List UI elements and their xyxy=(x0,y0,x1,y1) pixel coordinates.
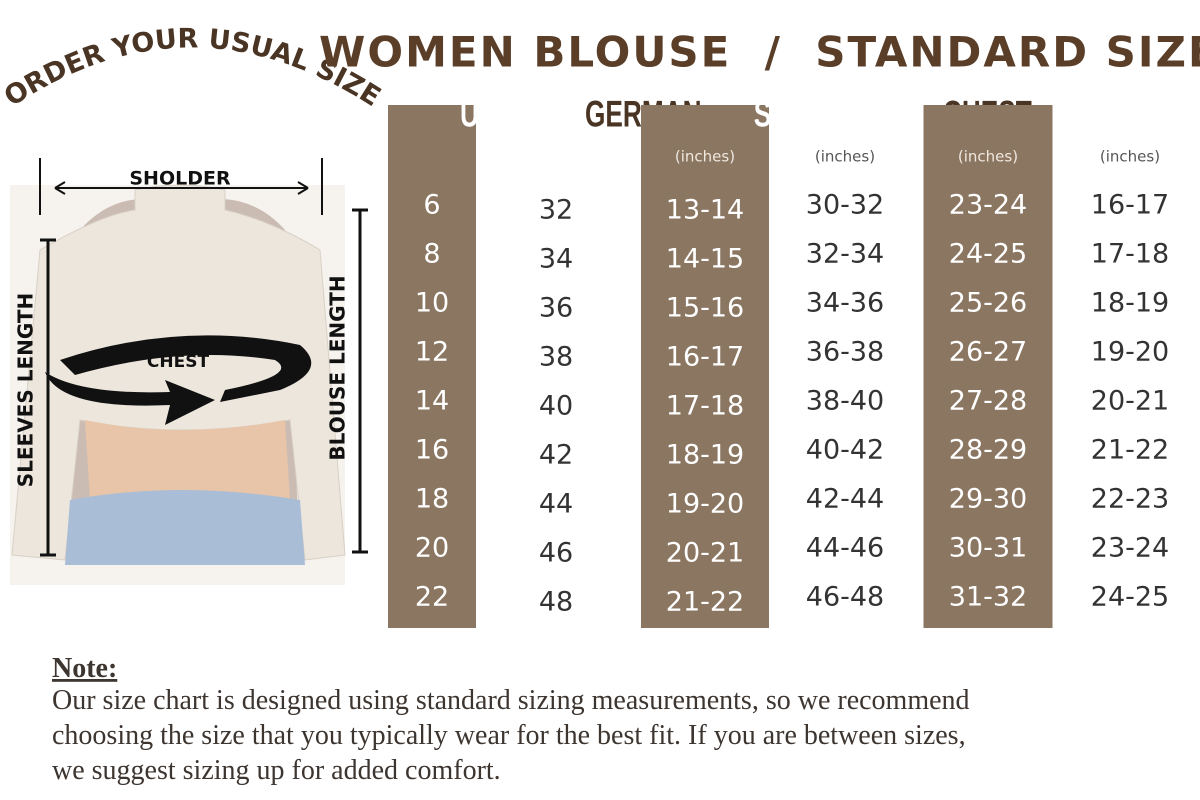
cell: 34-36 xyxy=(806,288,884,319)
note-line: choosing the size that you typically wea… xyxy=(52,720,966,751)
cell: 46-48 xyxy=(806,582,884,613)
cell: 40-42 xyxy=(806,435,884,466)
cell: 20 xyxy=(415,533,449,564)
chest-arrow xyxy=(60,335,312,402)
cell: 46 xyxy=(539,538,573,569)
cell: 19-20 xyxy=(666,489,744,520)
tick xyxy=(352,208,368,554)
note-heading: Note: xyxy=(52,653,117,684)
column-header: US/UK xyxy=(460,93,542,134)
cell: 26-27 xyxy=(949,337,1027,368)
cell: 22 xyxy=(415,582,449,613)
column-unit: (inches) xyxy=(675,148,735,166)
cell: 17-18 xyxy=(666,391,744,422)
cell: 15-16 xyxy=(666,293,744,324)
cell: 36 xyxy=(539,293,573,324)
column-band xyxy=(641,105,769,628)
sleeves-label: SLEEVES LENGTH xyxy=(14,293,38,488)
cell: 31-32 xyxy=(949,582,1027,613)
column-header: SLEEVES xyxy=(1092,93,1200,134)
cell: 10 xyxy=(415,288,449,319)
cell: 32 xyxy=(539,195,573,226)
cell: 32-34 xyxy=(806,239,884,270)
skin xyxy=(85,420,290,500)
cell: 14-15 xyxy=(666,244,744,275)
cell: 16 xyxy=(415,435,449,466)
cell: 20-21 xyxy=(1091,386,1169,417)
figure: SHOLDER CHEST SLEEVES LENGTH BLOUSE LENG… xyxy=(10,158,368,585)
cell: 6 xyxy=(423,190,440,221)
cell: 29-30 xyxy=(949,484,1027,515)
shoulder-label: SHOLDER xyxy=(129,168,231,190)
cell: 19-20 xyxy=(1091,337,1169,368)
column-unit: (inches) xyxy=(958,148,1018,166)
cell: 28-29 xyxy=(949,435,1027,466)
blouse xyxy=(11,184,346,561)
cell: 42-44 xyxy=(806,484,884,515)
chest-arrow xyxy=(45,372,215,425)
cell: 30-32 xyxy=(806,190,884,221)
note-line: Our size chart is designed using standar… xyxy=(52,685,970,716)
cell: 21-22 xyxy=(1091,435,1169,466)
cell: 21-22 xyxy=(666,587,744,618)
cell: 42 xyxy=(539,440,573,471)
arrow-heads xyxy=(54,181,309,195)
cell: 23-24 xyxy=(949,190,1027,221)
cell: 48 xyxy=(539,587,573,618)
cell: 16-17 xyxy=(1091,190,1169,221)
cell: 17-18 xyxy=(1091,239,1169,270)
cell: 25-26 xyxy=(949,288,1027,319)
cell: 18-19 xyxy=(666,440,744,471)
column-header: SHOLDER xyxy=(754,93,882,134)
cell: 44-46 xyxy=(806,533,884,564)
tick xyxy=(40,238,56,557)
note-line: we suggest sizing up for added comfort. xyxy=(52,755,501,786)
chest-label: CHEST xyxy=(147,352,210,372)
jeans xyxy=(65,490,305,565)
cell: 24-25 xyxy=(1091,582,1169,613)
cell: 30-31 xyxy=(949,533,1027,564)
cell: 22-23 xyxy=(1091,484,1169,515)
cell: 44 xyxy=(539,489,573,520)
column-unit: (inches) xyxy=(815,148,875,166)
column-band xyxy=(923,105,1053,628)
cell: 13-14 xyxy=(666,195,744,226)
cell: 40 xyxy=(539,391,573,422)
cell: 18 xyxy=(415,484,449,515)
column-band xyxy=(388,105,476,628)
cell: 34 xyxy=(539,244,573,275)
cell: 38-40 xyxy=(806,386,884,417)
cell: 38 xyxy=(539,342,573,373)
cell: 23-24 xyxy=(1091,533,1169,564)
cell: 16-17 xyxy=(666,342,744,373)
cell: 20-21 xyxy=(666,538,744,569)
cell: 12 xyxy=(415,337,449,368)
cell: 36-38 xyxy=(806,337,884,368)
cell: 8 xyxy=(423,239,440,270)
length-label: BLOUSE LENGTH xyxy=(326,275,350,460)
column-unit: (inches) xyxy=(1100,148,1160,166)
cell: 14 xyxy=(415,386,449,417)
title: WOMEN BLOUSE / STANDARD SIZES xyxy=(319,28,1200,77)
cell: 27-28 xyxy=(949,386,1027,417)
cell: 24-25 xyxy=(949,239,1027,270)
cell: 18-19 xyxy=(1091,288,1169,319)
